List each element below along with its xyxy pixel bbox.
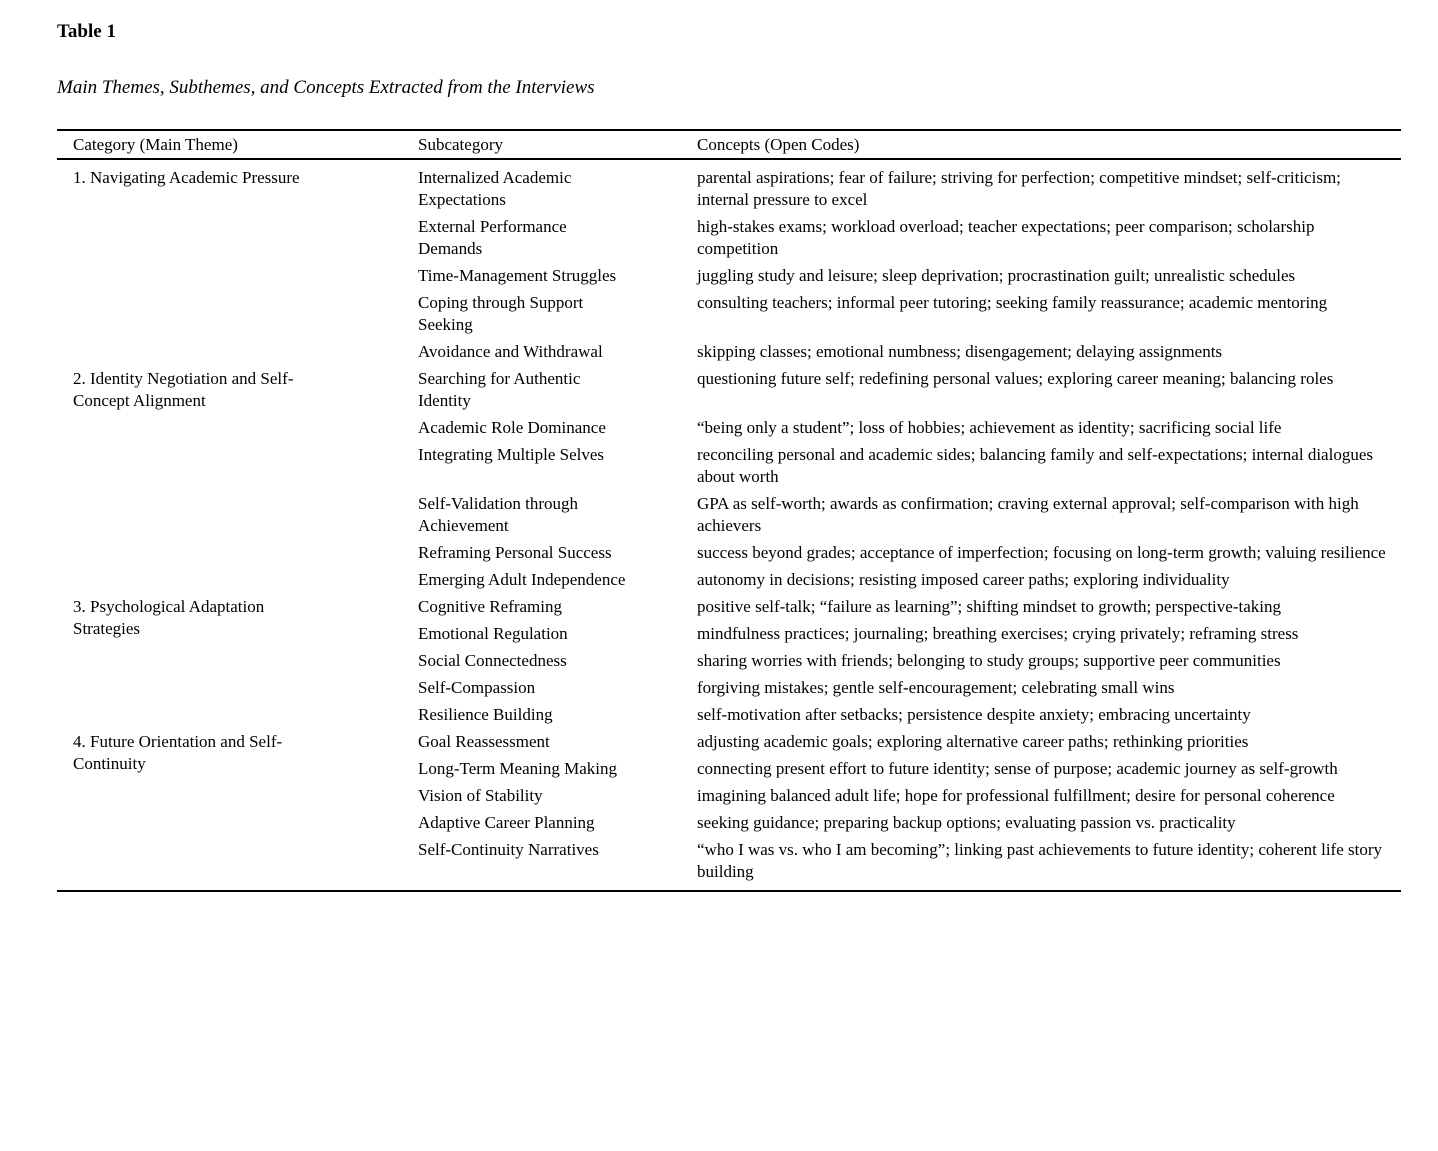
subcategory-cell: Adaptive Career Planning: [418, 813, 595, 832]
concepts-cell: self-motivation after setbacks; persiste…: [697, 705, 1251, 724]
subtheme-row: Internalized Academic Expectations parent…: [418, 164, 1401, 213]
concepts-cell: juggling study and leisure; sleep depriv…: [697, 266, 1296, 285]
themes-table: Category (Main Theme) Subcategory Concep…: [57, 129, 1401, 892]
subcategory-cell: Reframing Personal Success: [418, 543, 612, 562]
subcategory-cell: Social Connectedness: [418, 651, 567, 670]
subcategory-cell: Self-Validation through Achievement: [418, 494, 579, 535]
concepts-cell: consulting teachers; informal peer tutor…: [697, 293, 1328, 312]
concepts-cell: GPA as self-worth; awards as confirmatio…: [697, 494, 1359, 535]
concepts-cell: reconciling personal and academic sides;…: [697, 445, 1373, 486]
concepts-cell: adjusting academic goals; exploring alte…: [697, 732, 1249, 751]
subtheme-rows: Goal Reassessment adjusting academic goal…: [418, 728, 1401, 885]
concepts-cell: connecting present effort to future iden…: [697, 759, 1338, 778]
subcategory-cell: Time-Management Struggles: [418, 266, 617, 285]
subtheme-row: Social Connectedness sharing worries with…: [418, 647, 1401, 674]
concepts-cell: forgiving mistakes; gentle self-encourag…: [697, 678, 1175, 697]
subtheme-row: Emotional Regulation mindfulness practice…: [418, 620, 1401, 647]
subcategory-cell: Integrating Multiple Selves: [418, 445, 605, 464]
subcategory-cell: Goal Reassessment: [418, 732, 550, 751]
subtheme-rows: Internalized Academic Expectations parent…: [418, 164, 1401, 365]
column-header-concepts: Concepts (Open Codes): [697, 135, 860, 154]
subcategory-cell: Self-Continuity Narratives: [418, 840, 599, 859]
subtheme-row: Cognitive Reframing positive self-talk; “…: [418, 593, 1401, 620]
subtheme-row: Academic Role Dominance “being only a stu…: [418, 414, 1401, 441]
category-cell: 1. Navigating Academic Pressure: [73, 168, 300, 187]
concepts-cell: seeking guidance; preparing backup optio…: [697, 813, 1236, 832]
concepts-cell: parental aspirations; fear of failure; s…: [697, 168, 1341, 209]
category-row: 4. Future Orientation and Self-Continuit…: [57, 728, 1401, 885]
category-cell: 3. Psychological Adaptation Strategies: [73, 597, 265, 638]
subtheme-row: Reframing Personal Success success beyond…: [418, 539, 1401, 566]
subtheme-row: Emerging Adult Independence autonomy in d…: [418, 566, 1401, 593]
subtheme-row: Coping through Support Seeking consulting…: [418, 289, 1401, 338]
table-header-row: Category (Main Theme) Subcategory Concep…: [57, 131, 1401, 160]
subcategory-cell: Coping through Support Seeking: [418, 293, 584, 334]
subcategory-cell: Long-Term Meaning Making: [418, 759, 617, 778]
subtheme-rows: Searching for Authentic Identity question…: [418, 365, 1401, 593]
concepts-cell: skipping classes; emotional numbness; di…: [697, 342, 1223, 361]
table-body: 1. Navigating Academic Pressure Internali…: [57, 160, 1401, 890]
subtheme-row: Self-Continuity Narratives “who I was vs.…: [418, 836, 1401, 885]
category-cell: 4. Future Orientation and Self-Continuit…: [73, 732, 283, 773]
subcategory-cell: Resilience Building: [418, 705, 553, 724]
concepts-cell: sharing worries with friends; belonging …: [697, 651, 1281, 670]
subtheme-row: Adaptive Career Planning seeking guidance…: [418, 809, 1401, 836]
category-row: 1. Navigating Academic Pressure Internali…: [57, 164, 1401, 365]
subcategory-cell: Self-Compassion: [418, 678, 536, 697]
subtheme-row: Searching for Authentic Identity question…: [418, 365, 1401, 414]
table-number-label: Table 1: [57, 21, 116, 42]
subtheme-row: Resilience Building self-motivation after…: [418, 701, 1401, 728]
subcategory-cell: Emotional Regulation: [418, 624, 568, 643]
column-header-subcategory: Subcategory: [418, 135, 503, 154]
concepts-cell: autonomy in decisions; resisting imposed…: [697, 570, 1230, 589]
subtheme-row: Long-Term Meaning Making connecting prese…: [418, 755, 1401, 782]
category-cell: 2. Identity Negotiation and Self-Concept…: [73, 369, 294, 410]
subtheme-row: External Performance Demands high-stakes …: [418, 213, 1401, 262]
subcategory-cell: Academic Role Dominance: [418, 418, 606, 437]
subcategory-cell: Internalized Academic Expectations: [418, 168, 572, 209]
subcategory-cell: Vision of Stability: [418, 786, 543, 805]
concepts-cell: success beyond grades; acceptance of imp…: [697, 543, 1386, 562]
concepts-cell: “being only a student”; loss of hobbies;…: [697, 418, 1282, 437]
concepts-cell: questioning future self; redefining pers…: [697, 369, 1334, 388]
concepts-cell: imagining balanced adult life; hope for …: [697, 786, 1335, 805]
table-caption: Main Themes, Subthemes, and Concepts Ext…: [57, 77, 595, 98]
subcategory-cell: Cognitive Reframing: [418, 597, 563, 616]
concepts-cell: high-stakes exams; workload overload; te…: [697, 217, 1315, 258]
concepts-cell: “who I was vs. who I am becoming”; linki…: [697, 840, 1383, 881]
concepts-cell: positive self-talk; “failure as learning…: [697, 597, 1281, 616]
subtheme-row: Goal Reassessment adjusting academic goal…: [418, 728, 1401, 755]
subcategory-cell: Emerging Adult Independence: [418, 570, 626, 589]
category-row: 2. Identity Negotiation and Self-Concept…: [57, 365, 1401, 593]
category-row: 3. Psychological Adaptation Strategies Co…: [57, 593, 1401, 728]
subcategory-cell: Searching for Authentic Identity: [418, 369, 581, 410]
subtheme-row: Self-Compassion forgiving mistakes; gentl…: [418, 674, 1401, 701]
subtheme-rows: Cognitive Reframing positive self-talk; “…: [418, 593, 1401, 728]
subtheme-row: Time-Management Struggles juggling study …: [418, 262, 1401, 289]
subtheme-row: Vision of Stability imagining balanced ad…: [418, 782, 1401, 809]
subtheme-row: Integrating Multiple Selves reconciling p…: [418, 441, 1401, 490]
column-header-category: Category (Main Theme): [73, 135, 238, 154]
subcategory-cell: External Performance Demands: [418, 217, 567, 258]
subtheme-row: Self-Validation through Achievement GPA a…: [418, 490, 1401, 539]
concepts-cell: mindfulness practices; journaling; breat…: [697, 624, 1299, 643]
subcategory-cell: Avoidance and Withdrawal: [418, 342, 603, 361]
subtheme-row: Avoidance and Withdrawal skipping classes…: [418, 338, 1401, 365]
